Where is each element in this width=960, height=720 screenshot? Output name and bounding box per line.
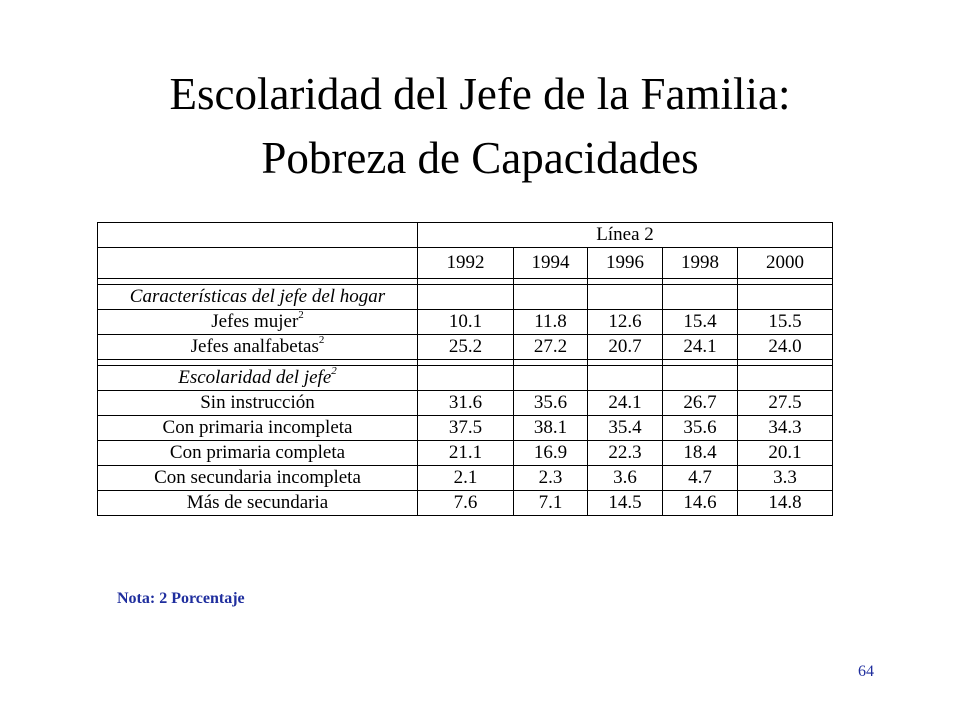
section-label: Escolaridad del jefe2: [97, 365, 418, 391]
value-cell: 24.1: [587, 390, 663, 416]
row-label: Jefes analfabetas2: [97, 334, 418, 360]
value-cell: 22.3: [587, 440, 663, 466]
poverty-table: Línea 2 1992 1994 1996 1998 2000 Caracte…: [97, 222, 834, 516]
value-cell: 35.6: [513, 390, 588, 416]
row-label: Más de secundaria: [97, 490, 418, 516]
value-cell: 25.2: [417, 334, 514, 360]
year-header-cell: 1992: [417, 247, 514, 279]
value-cell: 4.7: [662, 465, 738, 491]
header-blank-cell: [97, 222, 418, 248]
table-row: Con secundaria incompleta 2.1 2.3 3.6 4.…: [97, 465, 834, 491]
value-cell: 27.5: [736, 390, 834, 416]
footnote-text: Nota: 2 Porcentaje: [117, 590, 245, 607]
section-label: Características del jefe del hogar: [97, 284, 418, 310]
group-header-row: Línea 2: [97, 222, 834, 248]
value-cell: 31.6: [417, 390, 514, 416]
row-label: Sin instrucción: [97, 390, 418, 416]
value-cell: 7.6: [417, 490, 514, 516]
table-row: Sin instrucción 31.6 35.6 24.1 26.7 27.5: [97, 390, 834, 416]
value-cell: 3.3: [736, 465, 834, 491]
slide-title-line-2: Pobreza de Capacidades: [261, 133, 699, 183]
value-cell: 7.1: [513, 490, 588, 516]
value-cell: 35.4: [587, 415, 663, 441]
table-row: Más de secundaria 7.6 7.1 14.5 14.6 14.8: [97, 490, 834, 516]
value-cell: 2.3: [513, 465, 588, 491]
footnote-marker: 2: [331, 365, 337, 377]
value-cell: 20.7: [587, 334, 663, 360]
year-header-row: 1992 1994 1996 1998 2000: [97, 247, 834, 279]
value-cell: 11.8: [513, 309, 588, 335]
value-cell: 3.6: [587, 465, 663, 491]
header-blank-cell: [97, 247, 418, 279]
value-cell: 14.8: [736, 490, 834, 516]
table-row: Con primaria incompleta 37.5 38.1 35.4 3…: [97, 415, 834, 441]
value-cell: 37.5: [417, 415, 514, 441]
value-cell: 15.4: [662, 309, 738, 335]
year-header-cell: 1996: [587, 247, 663, 279]
slide-title: Escolaridad del Jefe de la Familia: Pobr…: [0, 62, 960, 190]
value-cell: 20.1: [736, 440, 834, 466]
value-cell: 12.6: [587, 309, 663, 335]
value-cell: 34.3: [736, 415, 834, 441]
value-cell: 14.5: [587, 490, 663, 516]
table-row: Jefes mujer2 10.1 11.8 12.6 15.4 15.5: [97, 309, 834, 335]
value-cell: 24.0: [736, 334, 834, 360]
row-label: Con primaria completa: [97, 440, 418, 466]
value-cell: 16.9: [513, 440, 588, 466]
table-row: Jefes analfabetas2 25.2 27.2 20.7 24.1 2…: [97, 334, 834, 360]
slide-title-line-1: Escolaridad del Jefe de la Familia:: [169, 69, 791, 119]
value-cell: 14.6: [662, 490, 738, 516]
footnote-marker: 2: [298, 309, 304, 321]
value-cell: 18.4: [662, 440, 738, 466]
value-cell: 27.2: [513, 334, 588, 360]
table-row: Con primaria completa 21.1 16.9 22.3 18.…: [97, 440, 834, 466]
row-label: Con primaria incompleta: [97, 415, 418, 441]
value-cell: 2.1: [417, 465, 514, 491]
section-row: Escolaridad del jefe2: [97, 365, 834, 391]
value-cell: 26.7: [662, 390, 738, 416]
value-cell: 38.1: [513, 415, 588, 441]
footnote-marker: 2: [318, 334, 325, 346]
value-cell: 15.5: [736, 309, 834, 335]
value-cell: 35.6: [662, 415, 738, 441]
section-row: Características del jefe del hogar: [97, 284, 834, 310]
value-cell: 24.1: [662, 334, 738, 360]
year-header-cell: 1998: [662, 247, 738, 279]
row-label: Con secundaria incompleta: [97, 465, 418, 491]
group-header-cell: Línea 2: [416, 222, 834, 248]
row-label: Jefes mujer2: [97, 309, 418, 335]
value-cell: 10.1: [417, 309, 514, 335]
value-cell: 21.1: [417, 440, 514, 466]
page-number: 64: [858, 663, 874, 680]
year-header-cell: 1994: [513, 247, 588, 279]
year-header-cell: 2000: [736, 247, 834, 279]
